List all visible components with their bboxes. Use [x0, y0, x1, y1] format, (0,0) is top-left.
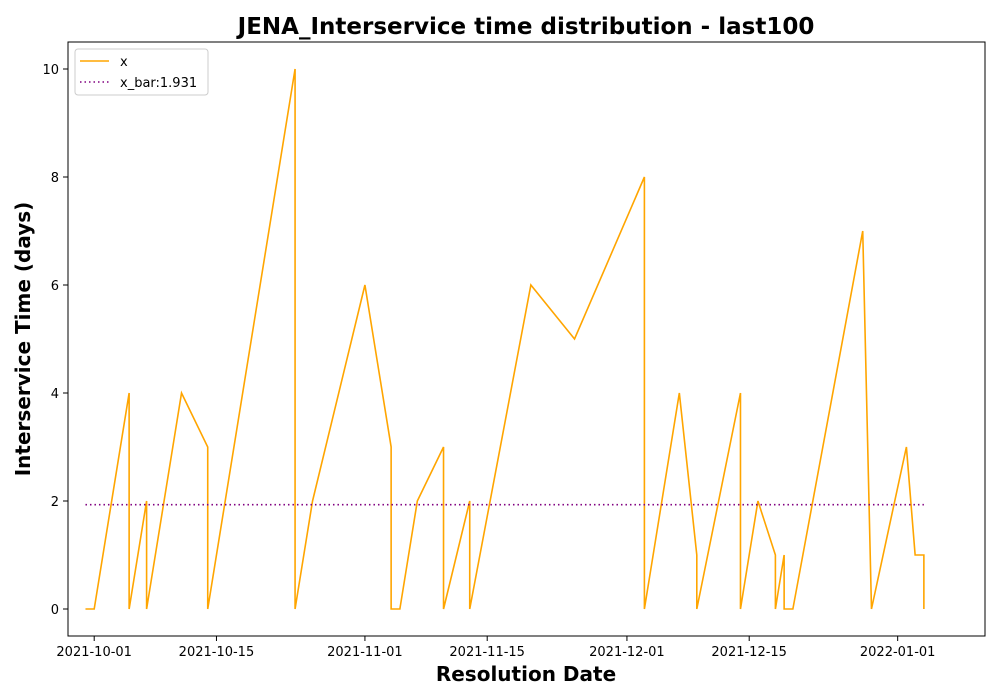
x-axis-ticks: 2021-10-01 2021-10-15 2021-11-01 2021-11-15…	[56, 636, 935, 660]
legend-label-x: x	[120, 55, 128, 70]
y-tick-label: 6	[51, 279, 59, 294]
legend-label-x-bar: x_bar:1.931	[120, 76, 197, 91]
x-tick-label: 2021-10-01	[56, 645, 132, 660]
chart-title: JENA_Interservice time distribution - la…	[236, 14, 815, 40]
y-tick-label: 8	[51, 171, 59, 186]
x-tick-label: 2021-11-15	[449, 645, 525, 660]
x-tick-label: 2021-11-01	[327, 645, 403, 660]
x-tick-label: 2021-10-15	[179, 645, 255, 660]
plot-area	[67, 41, 986, 637]
y-tick-label: 10	[42, 63, 59, 78]
y-axis-label: Interservice Time (days)	[11, 202, 35, 477]
x-tick-label: 2021-12-15	[711, 645, 787, 660]
y-tick-label: 0	[51, 603, 59, 618]
y-axis-ticks: 0 2 4 6 8 10	[42, 63, 68, 618]
series-layer	[85, 68, 925, 610]
plot-frame	[67, 41, 986, 637]
y-tick-label: 2	[51, 495, 59, 510]
legend: x x_bar:1.931	[74, 48, 209, 96]
series-line-x	[85, 68, 925, 610]
y-tick-label: 4	[51, 387, 59, 402]
x-tick-label: 2021-12-01	[589, 645, 665, 660]
x-tick-label: 2022-01-01	[860, 645, 936, 660]
x-axis-label: Resolution Date	[436, 662, 616, 686]
